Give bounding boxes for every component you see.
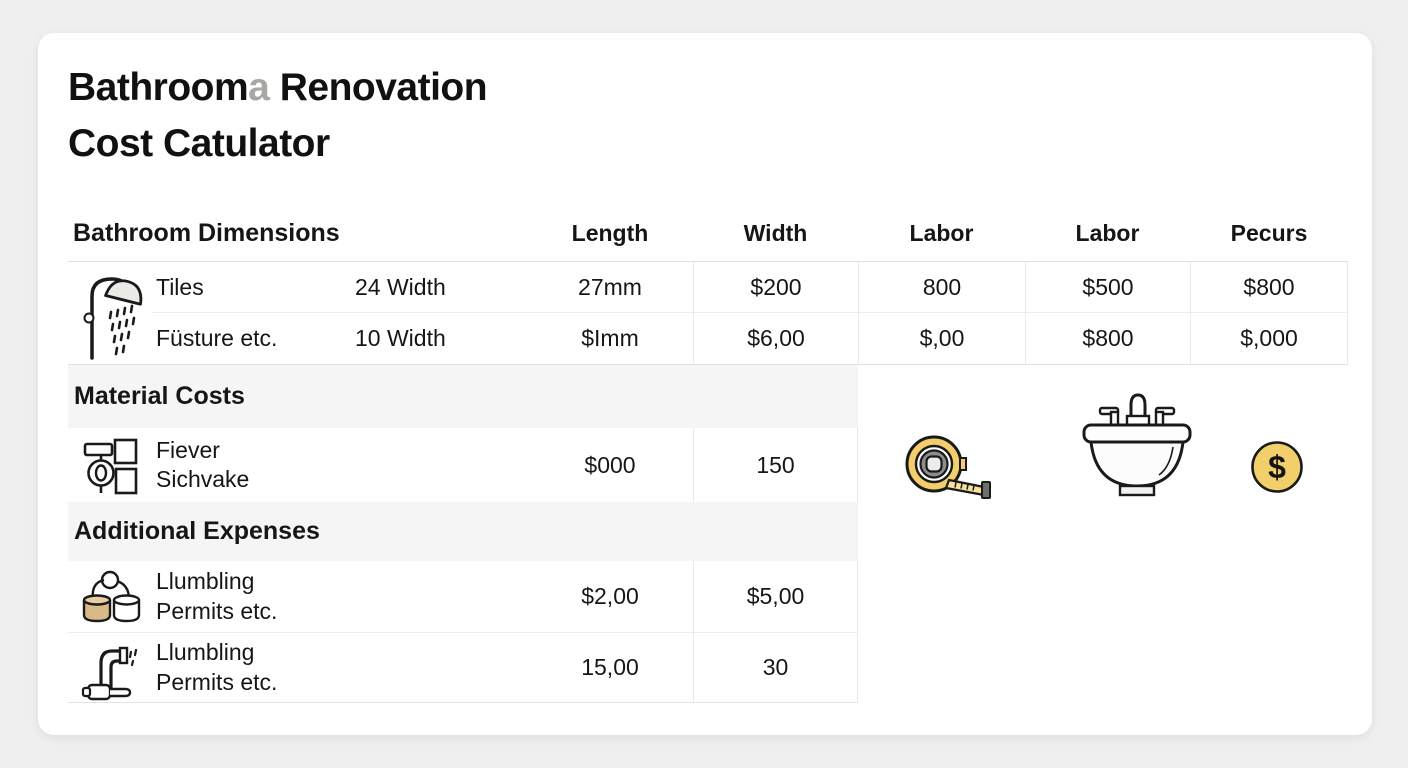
value-cell[interactable]: $,000 xyxy=(1190,313,1348,365)
value-cell[interactable]: 27mm xyxy=(527,262,693,313)
section-header-additional-expenses: Additional Expenses xyxy=(68,502,858,561)
value-cell[interactable]: 150 xyxy=(693,428,858,502)
page-title-line2: Cost Catulator xyxy=(68,122,330,165)
item-dimension: 10 Width xyxy=(355,325,446,351)
column-header-length: Length xyxy=(527,205,693,262)
value-cell[interactable]: $Imm xyxy=(527,313,693,365)
item-name: Llumbling Permits etc. xyxy=(156,568,278,624)
calculator-card: Bathrooma Renovation Cost Catulator Bath… xyxy=(38,33,1372,735)
value-cell[interactable]: 30 xyxy=(693,633,858,703)
section-header-material-costs: Material Costs xyxy=(68,365,858,428)
page-title-line1: Bathrooma Renovation xyxy=(68,66,488,109)
value-cell[interactable]: $000 xyxy=(584,451,636,478)
item-name: Füsture etc. xyxy=(156,325,278,351)
row-additional-1-label: Llumbling Permits etc. xyxy=(68,561,527,633)
value-cell[interactable]: $800 xyxy=(1190,262,1348,313)
value-cell[interactable]: $800 xyxy=(1025,313,1190,365)
measuring-tape-icon xyxy=(900,431,994,510)
value-cell[interactable]: $2,00 xyxy=(527,561,693,633)
sink-icon xyxy=(1072,385,1202,514)
empty-area xyxy=(858,561,1348,633)
empty-area xyxy=(858,633,1348,703)
page-title: Bathrooma Renovation Cost Catulator xyxy=(68,60,488,172)
row-fixture-label: Füsture etc. 10 Width xyxy=(68,313,527,365)
column-header-width: Width xyxy=(693,205,858,262)
item-name: Tiles xyxy=(156,274,204,300)
column-header-labor-2: Labor xyxy=(1025,205,1190,262)
svg-text:$: $ xyxy=(1268,449,1286,485)
item-name: Fiever Sichvake xyxy=(156,436,250,492)
value-cell[interactable]: 15,00 xyxy=(527,633,693,703)
value-cell[interactable]: $5,00 xyxy=(693,561,858,633)
value-cell[interactable]: $500 xyxy=(1025,262,1190,313)
row-additional-2-label: Llumbling Permits etc. xyxy=(68,633,527,703)
ghost-letter: a xyxy=(248,66,270,109)
column-header-labor-1: Labor xyxy=(858,205,1025,262)
item-name: Llumbling Permits etc. xyxy=(156,639,278,695)
section-header-dimensions: Bathroom Dimensions xyxy=(68,205,527,262)
value-cell[interactable]: $6,00 xyxy=(693,313,858,365)
column-header-pecurs: Pecurs xyxy=(1190,205,1348,262)
row-material-label: Fiever Sichvake xyxy=(68,428,527,502)
item-dimension: 24 Width xyxy=(355,274,446,300)
value-cell[interactable]: $,00 xyxy=(858,313,1025,365)
value-cell[interactable]: 800 xyxy=(858,262,1025,313)
row-tiles-label: Tiles 24 Width xyxy=(68,262,527,313)
value-cell[interactable]: $200 xyxy=(693,262,858,313)
dollar-coin-icon: $ xyxy=(1250,440,1304,499)
